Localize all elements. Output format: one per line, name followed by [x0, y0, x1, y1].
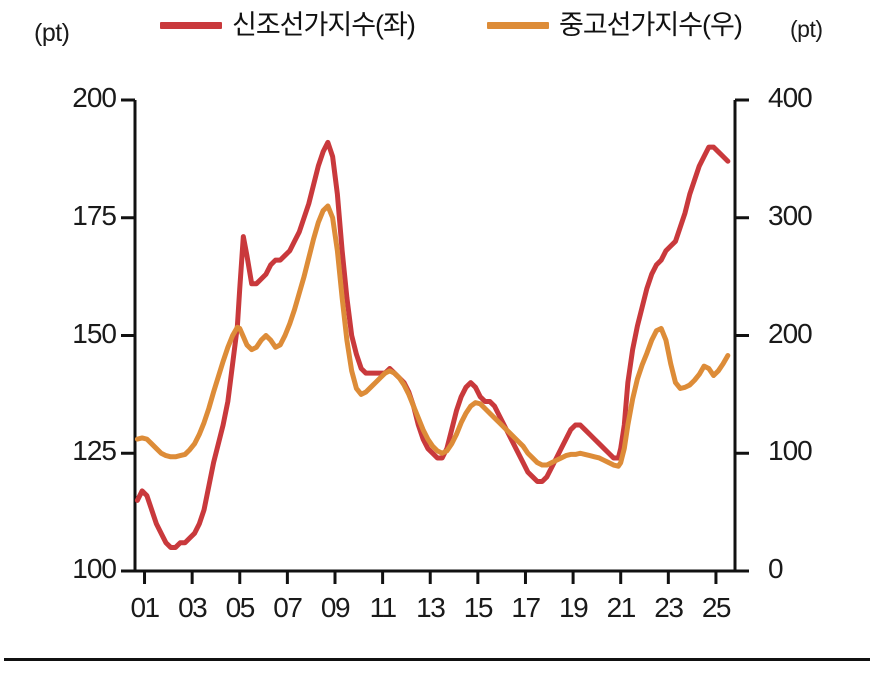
legend-swatch-new-build [160, 22, 222, 29]
x-tick-11: 11 [369, 592, 398, 623]
plot-svg [121, 98, 749, 584]
axis-lines [131, 100, 739, 573]
series-line-new-build-index [134, 139, 731, 550]
x-tick-21: 21 [606, 592, 637, 623]
axis-ticks [121, 98, 749, 584]
right-tick-200: 200 [768, 317, 813, 349]
x-tick-05: 05 [225, 592, 256, 623]
legend-item-new-build-index: 신조선가지수(좌) [160, 10, 416, 40]
x-tick-03: 03 [178, 592, 208, 623]
x-tick-19: 19 [559, 592, 589, 623]
right-tick-300: 300 [768, 199, 813, 231]
left-tick-125: 125 [72, 435, 117, 467]
x-tick-09: 09 [320, 592, 351, 623]
right-axis-unit-label: (pt) [790, 16, 823, 42]
x-tick-17: 17 [511, 592, 541, 623]
plot-area [0, 62, 874, 592]
legend-label-new-build: 신조선가지수(좌) [232, 10, 416, 40]
x-tick-25: 25 [701, 592, 732, 623]
legend-label-secondhand: 중고선가지수(우) [559, 10, 743, 40]
left-tick-100: 100 [72, 553, 117, 584]
chart-legend: (pt) 신조선가지수(좌) 중고선가지수(우) (pt) [0, 0, 874, 62]
series-lines [134, 139, 731, 550]
x-tick-07: 07 [273, 592, 303, 623]
x-tick-15: 15 [463, 592, 494, 623]
footer-divider [4, 658, 870, 661]
x-axis-tick-labels: 01 03 05 07 09 11 13 15 17 19 21 23 25 [0, 592, 874, 642]
right-tick-400: 400 [768, 82, 813, 113]
left-tick-200: 200 [72, 82, 117, 113]
right-tick-0: 0 [768, 553, 784, 584]
left-tick-175: 175 [72, 199, 117, 231]
series-line-secondhand-index [134, 203, 731, 469]
left-axis-unit-label: (pt) [34, 19, 70, 47]
x-tick-01: 01 [130, 592, 160, 623]
legend-item-secondhand-index: 중고선가지수(우) [487, 10, 743, 40]
x-tick-23: 23 [654, 592, 684, 623]
left-tick-150: 150 [72, 317, 117, 349]
x-tick-13: 13 [416, 592, 446, 623]
legend-swatch-secondhand [487, 22, 549, 29]
right-tick-100: 100 [768, 435, 813, 467]
